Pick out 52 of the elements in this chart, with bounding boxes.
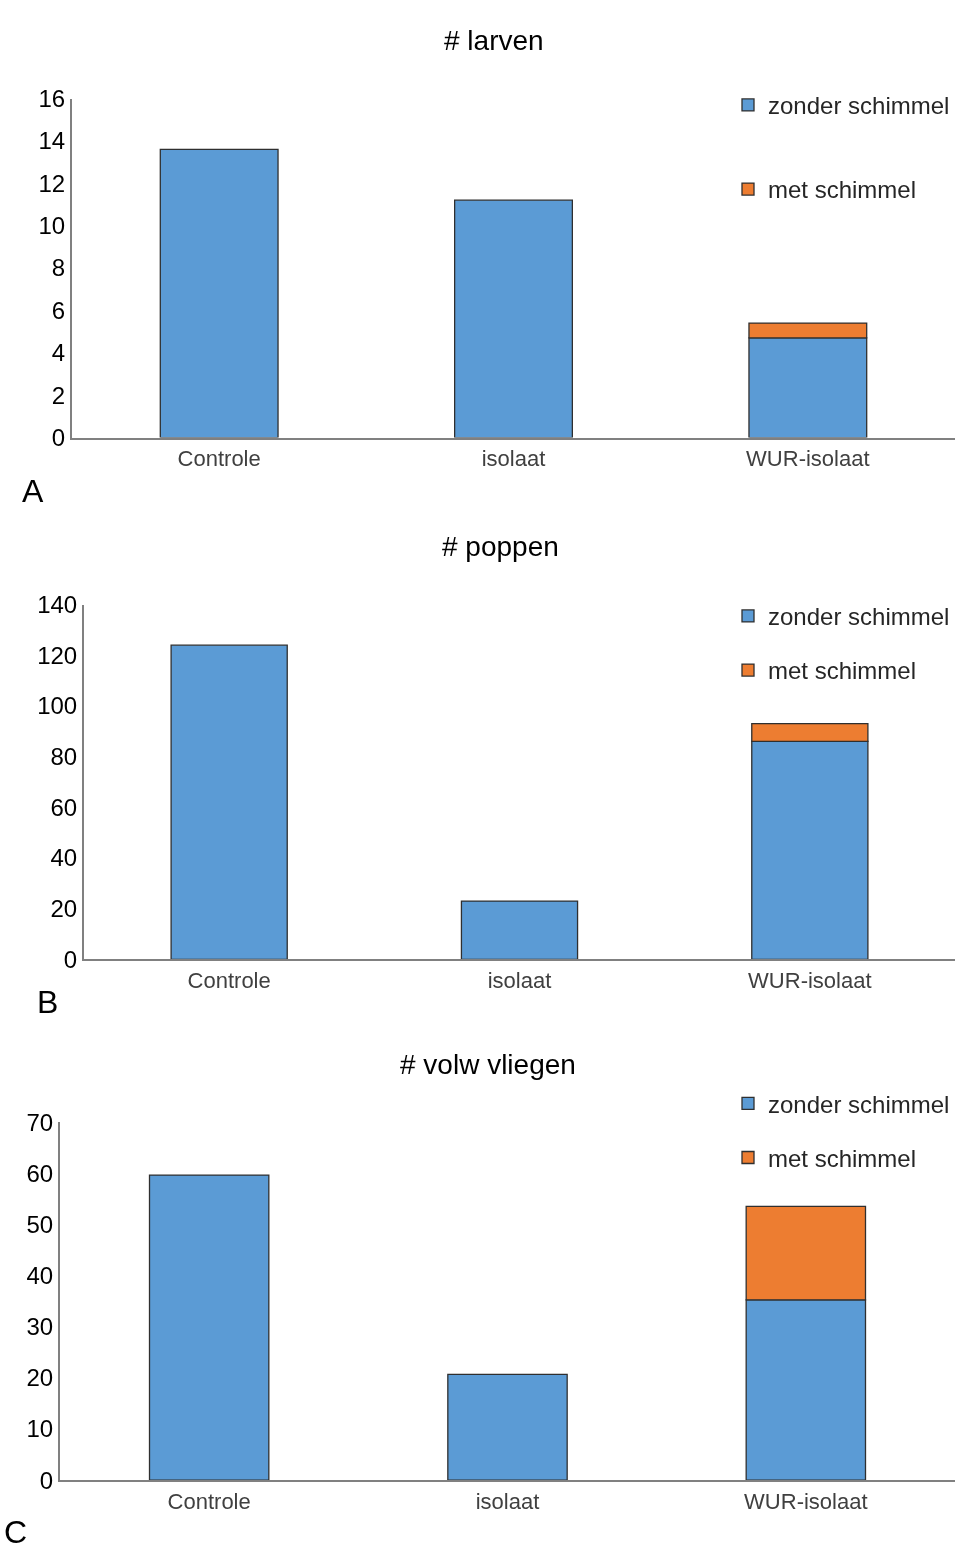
- y-tick-label: 12: [38, 169, 66, 197]
- y-tick-label: 140: [37, 591, 78, 618]
- bar: [170, 644, 288, 960]
- y-tick-label: 0: [51, 423, 66, 451]
- y-tick-label: 60: [50, 793, 78, 821]
- y-tick-label: 10: [38, 212, 66, 240]
- x-tick-label: Controle: [177, 445, 261, 471]
- y-tick-label: 6: [51, 296, 66, 324]
- y-tick-label: 40: [26, 1262, 54, 1290]
- x-tick-label: WUR-isolaat: [746, 445, 870, 471]
- legend-label: met schimmel: [768, 657, 917, 685]
- legend-label: zonder schimmel: [768, 92, 950, 120]
- y-tick-label: 2: [51, 381, 66, 409]
- text: A: [22, 473, 44, 509]
- y-tick-label: 40: [50, 844, 78, 872]
- y-tick-label: 0: [39, 1466, 54, 1494]
- y-tick-label: 0: [63, 945, 78, 973]
- y-tick-label: 4: [51, 339, 66, 367]
- legend-label: met schimmel: [768, 1144, 917, 1172]
- y-tick-label: 50: [26, 1211, 54, 1239]
- x-tick-label: isolaat: [475, 1488, 540, 1514]
- legend-label: zonder schimmel: [768, 603, 950, 631]
- text: C: [4, 1514, 28, 1550]
- chart-title: # poppen: [442, 531, 559, 562]
- y-tick-label: 120: [37, 641, 78, 669]
- bar: [148, 1174, 270, 1481]
- bar: [447, 1373, 568, 1481]
- y-tick-label: 14: [38, 127, 66, 155]
- chart-title: # larven: [444, 25, 544, 56]
- legend-label: met schimmel: [768, 176, 917, 204]
- y-tick-label: 30: [26, 1313, 54, 1341]
- y-tick-label: 20: [26, 1364, 54, 1392]
- y-tick-label: 8: [51, 254, 66, 282]
- y-tick-label: 80: [50, 743, 78, 771]
- y-tick-label: 70: [26, 1108, 54, 1136]
- bar: [460, 900, 579, 960]
- x-tick-label: WUR-isolaat: [744, 1488, 868, 1514]
- chart-title: # volw vliegen: [400, 1049, 576, 1080]
- bar: [453, 199, 574, 438]
- x-tick-label: isolaat: [487, 967, 552, 993]
- legend-label: zonder schimmel: [768, 1090, 950, 1118]
- y-tick-label: 20: [50, 895, 78, 923]
- x-tick-label: Controle: [167, 1488, 251, 1514]
- text: B: [37, 984, 59, 1020]
- bar: [159, 148, 279, 438]
- y-tick-label: 100: [37, 692, 78, 720]
- y-tick-label: 60: [26, 1159, 54, 1187]
- x-tick-label: isolaat: [481, 445, 546, 471]
- x-tick-label: WUR-isolaat: [748, 967, 872, 993]
- y-tick-label: 16: [38, 84, 66, 112]
- y-tick-label: 10: [26, 1415, 54, 1443]
- x-tick-label: Controle: [187, 967, 271, 993]
